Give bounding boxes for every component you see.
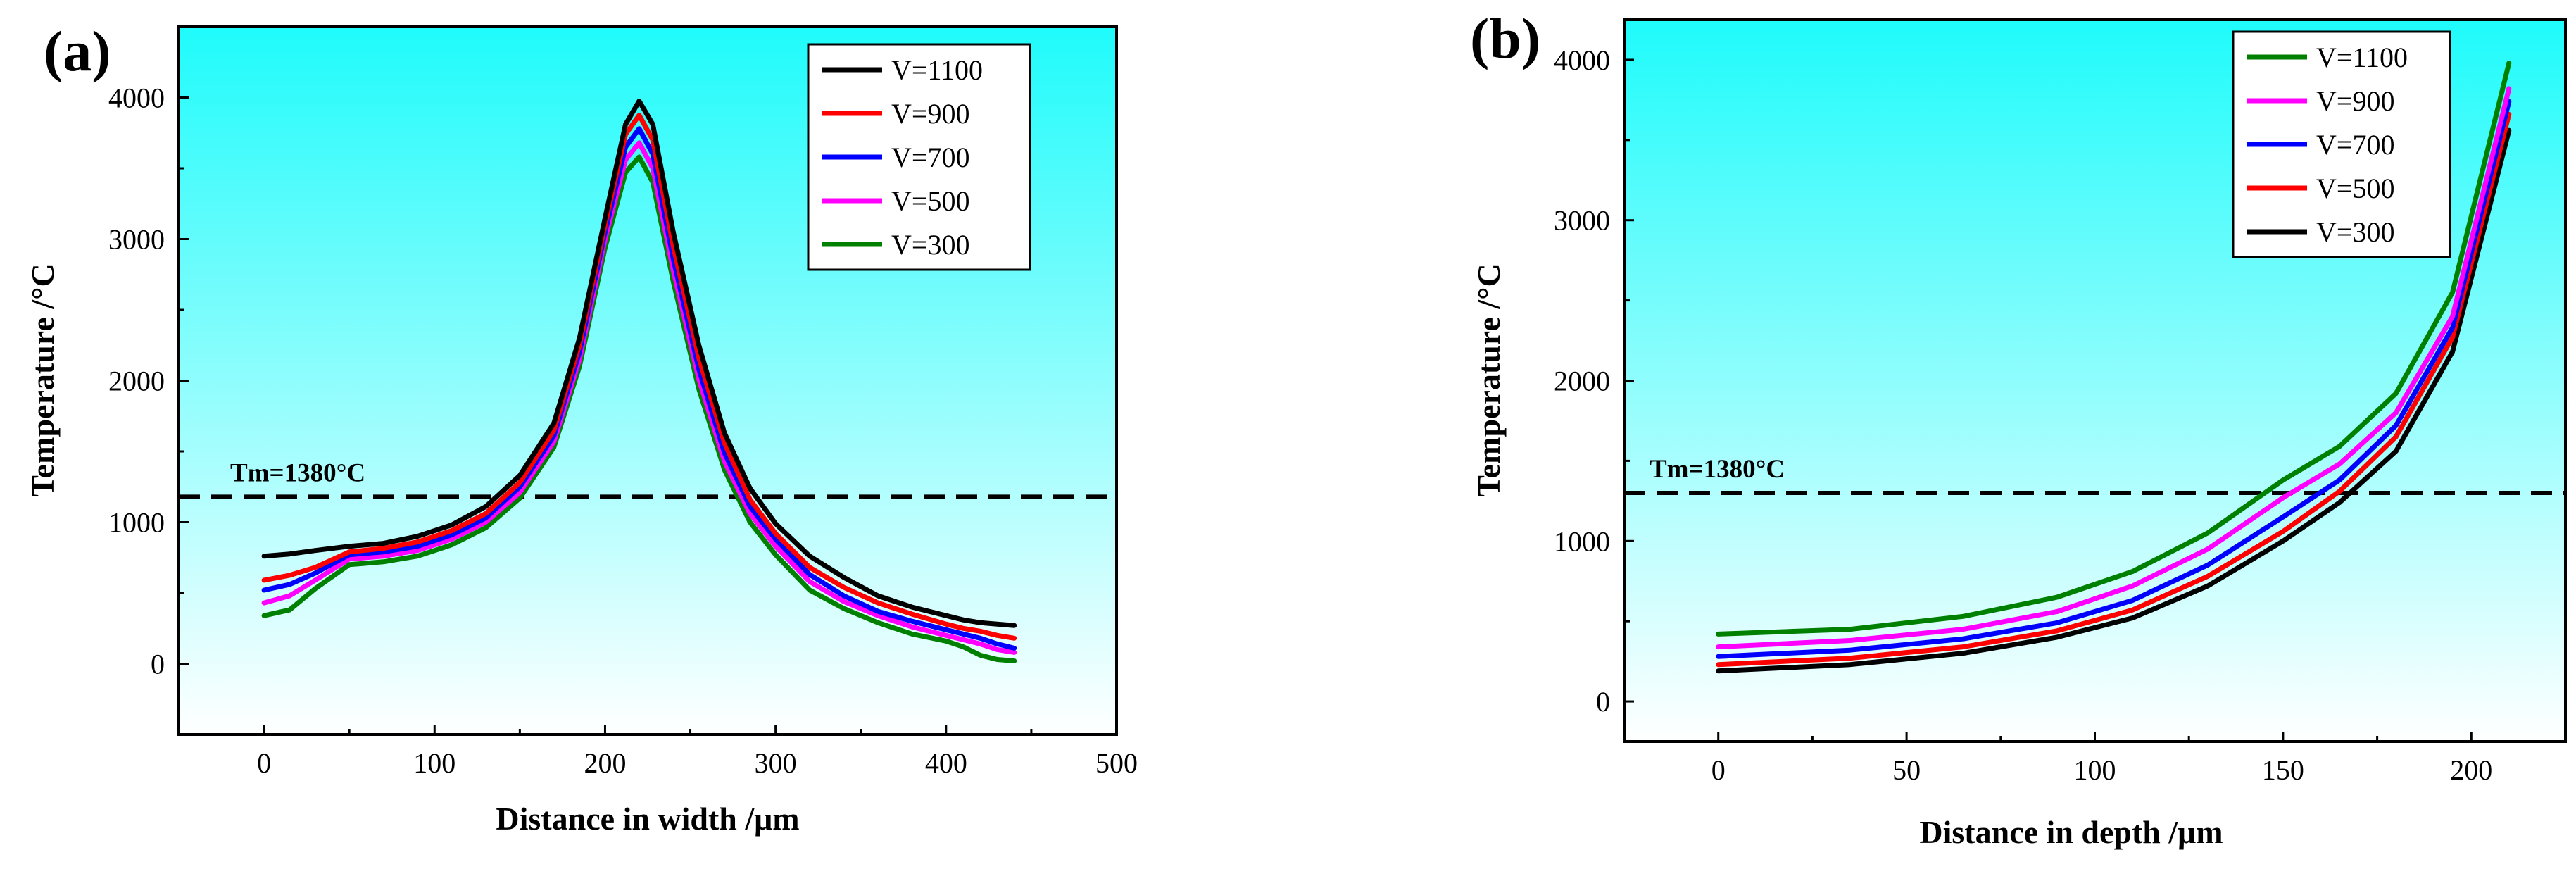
x-tick-label: 400 <box>925 747 967 779</box>
series-line-v-500 <box>1716 111 2512 668</box>
x-axis-title: Distance in width /μm <box>496 801 799 837</box>
x-tick-label: 100 <box>413 747 455 779</box>
y-tick-label: 1000 <box>108 507 165 539</box>
plot-frame <box>177 25 1118 736</box>
series-line-v-700 <box>1716 99 2512 659</box>
legend-label: V=1100 <box>891 54 983 86</box>
legend-label: V=700 <box>2316 129 2394 161</box>
x-tick-label: 500 <box>1095 747 1138 779</box>
x-tick-label: 300 <box>755 747 797 779</box>
x-tick-label: 150 <box>2262 754 2304 786</box>
panel-label: (a) <box>44 19 111 83</box>
y-tick-label: 0 <box>151 649 165 680</box>
legend-label: V=300 <box>2316 216 2394 248</box>
legend-label: V=500 <box>891 185 969 217</box>
series-line-v-1100 <box>1716 61 2512 637</box>
y-tick-label: 4000 <box>1554 44 1610 76</box>
y-tick-label: 3000 <box>108 224 165 256</box>
plot-frame <box>1623 18 2567 743</box>
y-axis-title: Temperature /°C <box>25 263 61 496</box>
y-tick-label: 1000 <box>1554 525 1610 557</box>
chart-panel-b: Tm=1380°C 0 50 100 150 200 0 1000 2000 3000 4000… <box>1470 6 2567 850</box>
series-line-v-900 <box>261 113 1017 641</box>
y-tick-label: 3000 <box>1554 205 1610 237</box>
y-tick-label: 2000 <box>1554 365 1610 397</box>
series-line-v-1100 <box>261 99 1017 628</box>
series-line-v-900 <box>1716 86 2512 650</box>
x-tick-labels: 0 50 100 150 200 <box>1711 754 2493 786</box>
x-tick-label: 0 <box>1711 754 1726 786</box>
legend-label: V=700 <box>891 142 969 173</box>
y-tick-label: 4000 <box>108 82 165 114</box>
panel-label: (b) <box>1470 6 1540 70</box>
y-tick-labels: 0 1000 2000 3000 4000 <box>108 82 165 680</box>
melting-point-reference: Tm=1380°C <box>1624 455 2565 495</box>
legend-label: V=500 <box>2316 173 2394 204</box>
legend-label: V=900 <box>891 98 969 130</box>
x-tick-label: 200 <box>2450 754 2492 786</box>
data-lines <box>1716 61 2512 674</box>
legend: V=1100 V=900 V=700 V=500 V=300 <box>2232 30 2451 258</box>
y-tick-label: 2000 <box>108 365 165 397</box>
x-axis-title: Distance in depth /μm <box>1919 814 2223 850</box>
x-tick-label: 200 <box>584 747 626 779</box>
legend: V=1100 V=900 V=700 V=500 V=300 <box>807 43 1031 271</box>
legend-label: V=900 <box>2316 85 2394 117</box>
melting-point-label: Tm=1380°C <box>230 458 365 487</box>
chart-panel-a: Tm=1380°C 0 100 200 300 400 500 0 1000 2000 3000… <box>25 19 1138 837</box>
series-line-v-300 <box>1716 127 2512 674</box>
legend-label: V=1100 <box>2316 42 2408 73</box>
melting-point-reference: Tm=1380°C <box>179 458 1117 499</box>
melting-point-label: Tm=1380°C <box>1650 455 1785 484</box>
legend-label: V=300 <box>891 229 969 261</box>
data-lines <box>261 99 1017 663</box>
x-tick-labels: 0 100 200 300 400 500 <box>257 747 1138 779</box>
series-line-v-300 <box>261 154 1017 663</box>
y-tick-label: 0 <box>1596 686 1610 718</box>
y-axis-title: Temperature /°C <box>1471 263 1507 496</box>
x-tick-label: 50 <box>1892 754 1921 786</box>
x-tick-label: 0 <box>257 747 271 779</box>
series-line-v-700 <box>261 126 1017 651</box>
x-tick-label: 100 <box>2074 754 2116 786</box>
series-line-v-500 <box>261 140 1017 655</box>
y-tick-labels: 0 1000 2000 3000 4000 <box>1554 44 1610 718</box>
